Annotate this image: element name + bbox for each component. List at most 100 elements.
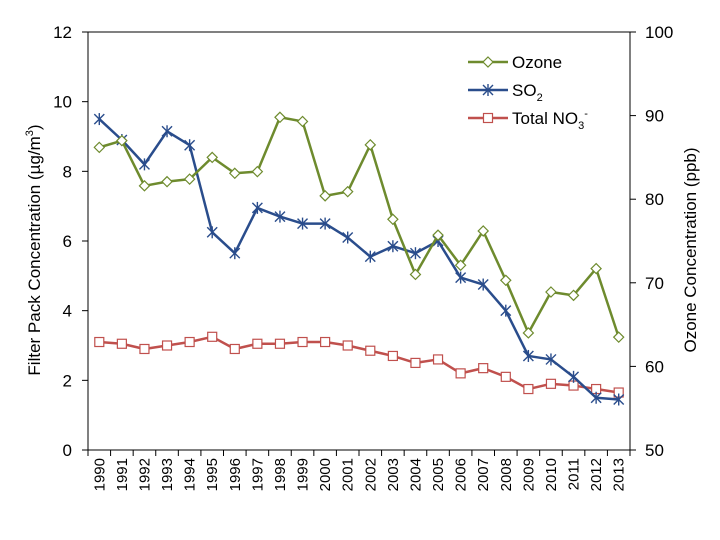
x-tick-label: 1991: [114, 458, 131, 491]
series-ozone: [93, 111, 625, 343]
y-right-tick-label: 60: [645, 357, 664, 376]
y-left-tick-label: 12: [53, 23, 72, 42]
x-tick-label: 2003: [385, 458, 402, 491]
data-point: [319, 217, 331, 230]
x-tick-label: 2006: [453, 458, 470, 491]
y-axis-left-label: Filter Pack Concentration (µg/m3): [24, 124, 44, 375]
x-tick-label: 2007: [475, 458, 492, 491]
x-tick-label: 2000: [317, 458, 334, 491]
data-point: [387, 213, 399, 226]
data-point: [454, 259, 467, 272]
y-left-tick-label: 8: [63, 162, 72, 181]
data-point: [499, 274, 512, 287]
data-point: [161, 125, 173, 138]
legend-item: Total NO3-: [468, 108, 588, 132]
data-point: [94, 336, 105, 348]
y-left-tick-label: 4: [63, 302, 72, 321]
data-point: [207, 331, 218, 342]
data-point: [364, 250, 376, 263]
data-point: [500, 371, 511, 382]
data-point: [229, 247, 241, 260]
x-tick-label: 2009: [520, 458, 537, 491]
series-line: [99, 335, 619, 394]
y-left-tick-label: 2: [63, 371, 72, 390]
data-point: [410, 357, 421, 369]
x-tick-label: 1990: [91, 458, 108, 491]
data-point: [297, 217, 309, 230]
x-tick-label: 2002: [362, 458, 379, 491]
legend-swatch-marker: [482, 112, 494, 124]
data-point: [409, 268, 422, 281]
x-tick-label: 2005: [430, 458, 447, 491]
data-point: [523, 383, 534, 395]
data-point: [116, 134, 128, 147]
legend-swatch-marker: [482, 56, 494, 68]
data-point: [478, 363, 489, 374]
data-point: [590, 262, 602, 275]
x-tick-label: 1995: [204, 458, 221, 491]
y-right-tick-label: 70: [645, 274, 664, 293]
y-right-tick-label: 100: [645, 23, 673, 42]
data-point: [274, 338, 286, 349]
data-point: [590, 391, 602, 404]
y-left-tick-label: 0: [63, 441, 72, 460]
legend-label: SO2: [512, 81, 543, 104]
data-point: [341, 185, 354, 198]
data-point: [274, 210, 286, 223]
data-point: [613, 393, 625, 406]
series-so: [93, 113, 625, 406]
data-point: [228, 167, 241, 180]
data-point: [296, 115, 309, 128]
data-point: [251, 201, 263, 214]
data-point: [409, 247, 421, 260]
data-point: [364, 139, 377, 151]
x-tick-label: 2004: [407, 458, 424, 491]
data-point: [139, 343, 150, 355]
data-point: [500, 304, 512, 317]
series-line: [98, 116, 620, 338]
data-point: [387, 350, 398, 362]
y-right-tick-label: 80: [645, 190, 664, 209]
data-point: [568, 370, 580, 383]
axes: 0 2 4 6 8 10 12 50 60 70 80 90 100 1990 1991 1992 1993 19…: [53, 23, 673, 491]
data-point: [545, 378, 557, 389]
x-tick-label: 1994: [182, 458, 199, 491]
data-point: [387, 240, 399, 253]
data-point: [116, 338, 127, 349]
data-point: [477, 278, 489, 291]
data-point: [138, 158, 150, 171]
data-point: [319, 190, 331, 202]
x-tick-label: 1999: [295, 458, 312, 491]
x-tick-label: 2001: [340, 458, 357, 491]
x-tick-label: 2012: [588, 458, 605, 491]
data-point: [229, 343, 240, 355]
data-point: [183, 173, 196, 185]
data-point: [432, 354, 444, 365]
series-total-no: [94, 331, 624, 398]
data-point: [612, 331, 625, 343]
data-point: [93, 113, 105, 126]
data-point: [342, 340, 353, 351]
x-tick-label: 1996: [227, 458, 244, 491]
data-point: [365, 345, 376, 356]
data-point: [567, 289, 580, 302]
data-point: [477, 225, 490, 237]
y-left-tick-label: 10: [53, 93, 72, 112]
y-right-tick-label: 90: [645, 107, 664, 126]
x-tick-label: 1998: [272, 458, 289, 491]
legend-item: SO2: [468, 81, 543, 104]
data-point: [545, 353, 557, 366]
data-point: [184, 139, 196, 152]
data-point: [432, 229, 444, 241]
y-right-tick-label: 50: [645, 441, 664, 460]
x-tick-label: 2008: [498, 458, 515, 491]
legend-label: Ozone: [512, 53, 562, 72]
data-point: [138, 179, 151, 192]
data-point: [522, 327, 535, 339]
legend-item: Ozone: [468, 53, 562, 72]
data-point: [320, 336, 331, 348]
data-point: [274, 111, 286, 124]
legend: Ozone SO2 Total NO3-: [468, 53, 588, 132]
legend-swatch-marker: [482, 84, 494, 96]
